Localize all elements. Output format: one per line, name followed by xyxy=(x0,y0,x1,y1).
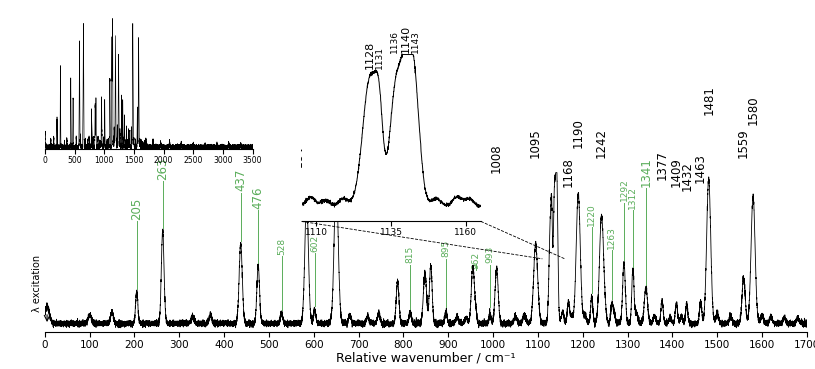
Text: 1190: 1190 xyxy=(572,118,584,148)
Text: 1409: 1409 xyxy=(670,157,683,187)
Text: 1140: 1140 xyxy=(401,25,411,53)
Text: 476: 476 xyxy=(252,186,265,208)
Text: 1463: 1463 xyxy=(694,153,707,183)
Text: 1095: 1095 xyxy=(529,128,542,158)
Text: λ excitation: λ excitation xyxy=(32,255,42,312)
Text: 787: 787 xyxy=(391,158,404,180)
Text: 955: 955 xyxy=(466,150,479,173)
Text: 263: 263 xyxy=(156,158,170,180)
Text: 1242: 1242 xyxy=(595,128,608,158)
Text: 205: 205 xyxy=(130,198,143,220)
Text: 1559: 1559 xyxy=(737,128,750,158)
Text: 1432: 1432 xyxy=(681,161,694,191)
Text: 1292: 1292 xyxy=(619,179,628,201)
Text: 895: 895 xyxy=(442,240,451,258)
Text: 1377: 1377 xyxy=(655,150,668,180)
Text: 1341: 1341 xyxy=(640,157,653,187)
Text: 528: 528 xyxy=(277,237,286,255)
Text: 584: 584 xyxy=(300,146,313,168)
Text: 815: 815 xyxy=(406,246,415,263)
Text: 1128: 1128 xyxy=(365,41,375,69)
Text: 602: 602 xyxy=(311,235,319,252)
Text: 1143: 1143 xyxy=(411,30,420,53)
Text: 1008: 1008 xyxy=(490,143,503,173)
Text: 1312: 1312 xyxy=(628,186,637,208)
Text: 1131: 1131 xyxy=(375,46,384,69)
Text: 1220: 1220 xyxy=(587,203,597,226)
Text: 861: 861 xyxy=(425,143,438,165)
X-axis label: Relative wavenumber / cm⁻¹: Relative wavenumber / cm⁻¹ xyxy=(336,351,516,364)
Text: 650: 650 xyxy=(330,136,342,158)
Text: 993: 993 xyxy=(486,246,495,263)
Text: 1263: 1263 xyxy=(607,226,616,249)
Text: 1168: 1168 xyxy=(562,157,575,187)
Text: 1580: 1580 xyxy=(747,96,760,125)
Text: 1136: 1136 xyxy=(390,30,399,53)
Text: 848: 848 xyxy=(418,153,431,176)
Text: 1481: 1481 xyxy=(703,85,716,115)
Text: 437: 437 xyxy=(234,169,247,191)
Text: 962: 962 xyxy=(472,252,481,269)
